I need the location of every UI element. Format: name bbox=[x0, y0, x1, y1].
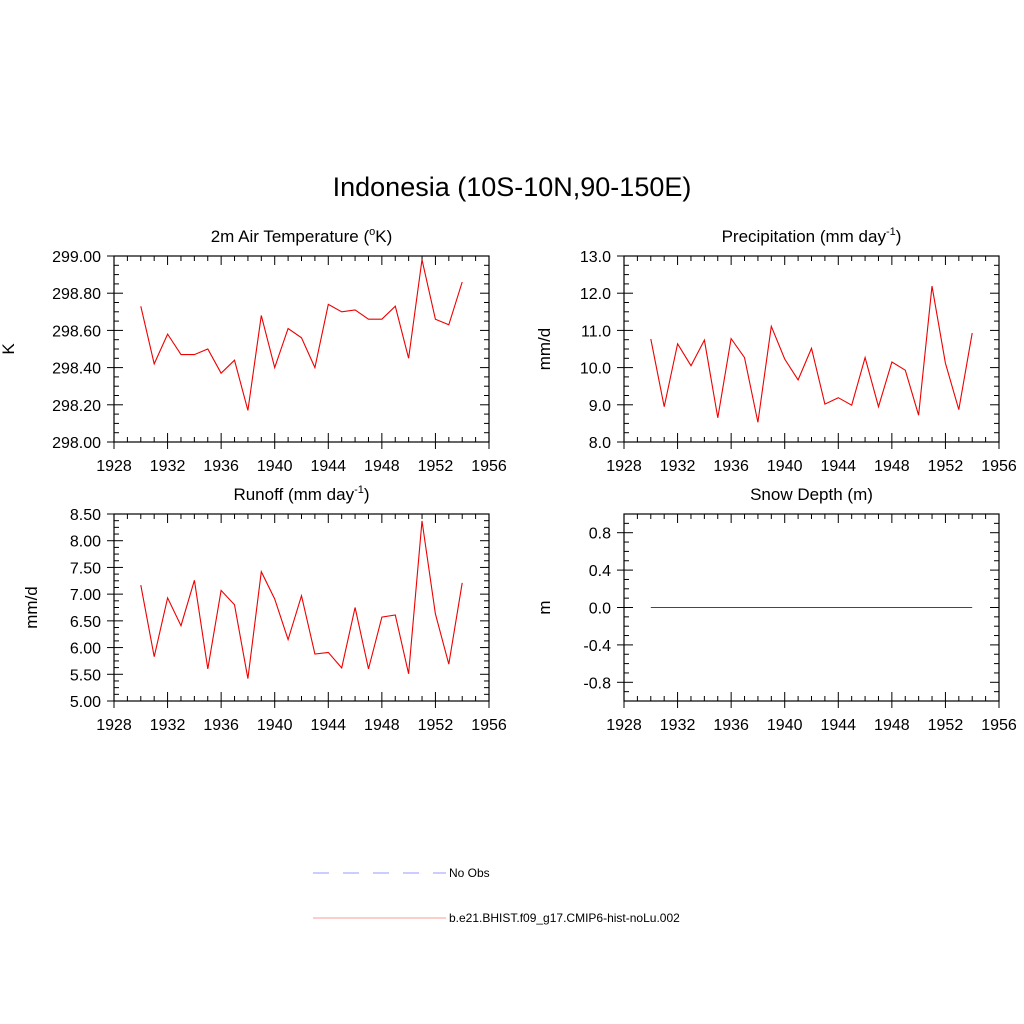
panels-group: 2m Air Temperature (oK) K 1928 1932 1936 1940… bbox=[0, 226, 1017, 734]
x-tick-label: 1936 bbox=[203, 717, 239, 734]
x-tick-label: 1940 bbox=[767, 717, 803, 734]
y-tick-label: 9.0 bbox=[589, 398, 611, 415]
chart-air-temperature: 2m Air Temperature (oK) K 1928 1932 1936 1940… bbox=[0, 226, 507, 475]
x-tick-label: 1952 bbox=[928, 458, 964, 475]
chart-title: Precipitation (mm day-1) bbox=[722, 226, 902, 246]
series-line bbox=[650, 286, 973, 423]
chart-title: Snow Depth (m) bbox=[750, 485, 873, 504]
x-tick-label: 1956 bbox=[981, 717, 1017, 734]
y-tick-label: 298.80 bbox=[52, 286, 101, 303]
x-tick-label: 1956 bbox=[981, 458, 1017, 475]
x-tick-label: 1936 bbox=[713, 458, 749, 475]
x-tick-label: 1944 bbox=[820, 717, 856, 734]
chart-title-superscript: -1 bbox=[354, 484, 364, 496]
chart-title-superscript: -1 bbox=[886, 226, 896, 238]
x-tick-label: 1936 bbox=[203, 458, 239, 475]
y-tick-label: 8.50 bbox=[70, 507, 101, 524]
plot-frame bbox=[113, 513, 490, 702]
x-tick-label: 1940 bbox=[257, 458, 293, 475]
legend: No Obs b.e21.BHIST.f09_g17.CMIP6-hist-no… bbox=[313, 866, 680, 925]
y-tick-label: 11.0 bbox=[581, 323, 611, 340]
x-tick-label: 1952 bbox=[928, 717, 964, 734]
y-tick-label: 0.4 bbox=[589, 563, 611, 580]
y-tick-label: 0.0 bbox=[589, 601, 611, 618]
y-tick-label: -0.4 bbox=[583, 638, 611, 655]
y-tick-label: -0.8 bbox=[583, 675, 611, 692]
page-title: Indonesia (10S-10N,90-150E) bbox=[332, 172, 692, 202]
y-tick-label: 5.50 bbox=[70, 667, 101, 684]
chart-title-text: Runoff (mm day bbox=[233, 485, 354, 504]
x-tick-label: 1928 bbox=[96, 717, 132, 734]
y-axis-label: mm/d bbox=[535, 328, 554, 371]
y-tick-label: 5.00 bbox=[70, 694, 101, 711]
x-tick-label: 1948 bbox=[874, 717, 910, 734]
y-axis-label: K bbox=[0, 343, 18, 355]
chart-title-text: Snow Depth (m) bbox=[750, 485, 873, 504]
series-line bbox=[140, 259, 463, 411]
x-tick-label: 1928 bbox=[96, 458, 132, 475]
y-tick-label: 8.0 bbox=[589, 435, 611, 452]
x-tick-label: 1944 bbox=[820, 458, 856, 475]
x-tick-label: 1932 bbox=[660, 458, 696, 475]
plot-frame bbox=[113, 255, 490, 443]
y-tick-label: 13.0 bbox=[580, 249, 611, 266]
x-tick-label: 1948 bbox=[364, 458, 400, 475]
x-tick-label: 1932 bbox=[660, 717, 696, 734]
x-tick-label: 1944 bbox=[310, 458, 346, 475]
chart-snow-depth: Snow Depth (m) m 1928 1932 1936 1940 1944 1948 1… bbox=[535, 485, 1017, 734]
y-tick-label: 298.60 bbox=[52, 323, 101, 340]
chart-title-text: Precipitation (mm day bbox=[722, 227, 887, 246]
x-tick-label: 1948 bbox=[364, 717, 400, 734]
x-tick-label: 1944 bbox=[310, 717, 346, 734]
x-tick-label: 1956 bbox=[471, 458, 507, 475]
chart-title-text-end: ) bbox=[896, 227, 902, 246]
chart-title-superscript: o bbox=[369, 226, 375, 238]
x-tick-label: 1940 bbox=[257, 717, 293, 734]
y-tick-label: 298.00 bbox=[52, 435, 101, 452]
y-tick-label: 298.40 bbox=[52, 361, 101, 378]
y-axis-label: m bbox=[535, 600, 554, 614]
y-tick-label: 0.8 bbox=[589, 526, 611, 543]
x-tick-label: 1928 bbox=[606, 717, 642, 734]
y-tick-label: 298.20 bbox=[52, 398, 101, 415]
chart-title-text: 2m Air Temperature ( bbox=[211, 227, 370, 246]
y-tick-label: 6.00 bbox=[70, 641, 101, 658]
series-line bbox=[140, 520, 463, 679]
legend-label-no-obs: No Obs bbox=[449, 866, 490, 880]
x-tick-label: 1952 bbox=[418, 458, 454, 475]
x-tick-label: 1928 bbox=[606, 458, 642, 475]
y-tick-label: 7.50 bbox=[70, 560, 101, 577]
y-tick-label: 10.0 bbox=[580, 361, 611, 378]
x-tick-label: 1948 bbox=[874, 458, 910, 475]
y-tick-label: 299.00 bbox=[52, 249, 101, 266]
legend-label-model: b.e21.BHIST.f09_g17.CMIP6-hist-noLu.002 bbox=[449, 911, 680, 925]
x-tick-label: 1932 bbox=[150, 717, 186, 734]
chart-precipitation: Precipitation (mm day-1) mm/d 1928 1932 1936… bbox=[535, 226, 1017, 475]
chart-title-text-end: ) bbox=[364, 485, 370, 504]
chart-title: Runoff (mm day-1) bbox=[233, 484, 369, 504]
y-tick-label: 7.00 bbox=[70, 587, 101, 604]
chart-title: 2m Air Temperature (oK) bbox=[211, 226, 393, 246]
x-tick-label: 1932 bbox=[150, 458, 186, 475]
y-tick-label: 8.00 bbox=[70, 534, 101, 551]
y-tick-label: 6.50 bbox=[70, 614, 101, 631]
chart-title-text-end: K) bbox=[375, 227, 392, 246]
y-axis-label: mm/d bbox=[22, 586, 41, 629]
x-tick-label: 1940 bbox=[767, 458, 803, 475]
x-tick-label: 1956 bbox=[471, 717, 507, 734]
x-tick-label: 1952 bbox=[418, 717, 454, 734]
chart-runoff: Runoff (mm day-1) mm/d 1928 1932 1936 1940 194… bbox=[22, 484, 507, 734]
y-tick-label: 12.0 bbox=[580, 286, 611, 303]
x-tick-label: 1936 bbox=[713, 717, 749, 734]
